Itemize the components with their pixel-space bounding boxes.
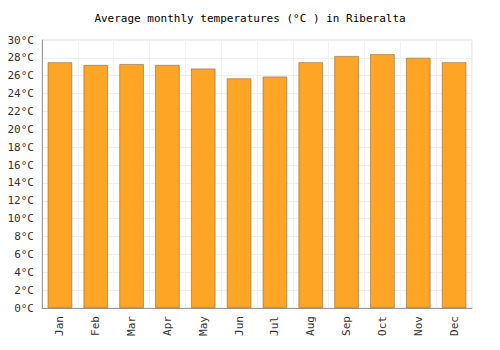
svg-text:Jun: Jun [233,316,246,336]
svg-text:30°C: 30°C [8,34,35,47]
svg-text:18°C: 18°C [8,141,35,154]
svg-text:16°C: 16°C [8,159,35,172]
svg-text:10°C: 10°C [8,212,35,225]
svg-text:6°C: 6°C [14,248,34,261]
svg-text:14°C: 14°C [8,176,35,189]
svg-text:8°C: 8°C [14,230,34,243]
svg-text:Apr: Apr [161,316,174,336]
svg-text:May: May [197,316,210,336]
svg-text:20°C: 20°C [8,123,35,136]
svg-text:Mar: Mar [125,316,138,336]
svg-text:0°C: 0°C [14,302,34,315]
svg-text:24°C: 24°C [8,87,35,100]
svg-text:Aug: Aug [304,316,317,336]
svg-text:Nov: Nov [412,316,425,336]
svg-text:Feb: Feb [89,316,102,336]
svg-text:Jul: Jul [268,316,281,336]
svg-text:28°C: 28°C [8,51,35,64]
svg-text:Average monthly temperatures (: Average monthly temperatures (°C ) in Ri… [94,12,405,25]
svg-text:4°C: 4°C [14,266,34,279]
svg-text:22°C: 22°C [8,105,35,118]
svg-text:Dec: Dec [448,316,461,336]
svg-text:26°C: 26°C [8,69,35,82]
svg-text:2°C: 2°C [14,284,34,297]
svg-text:Oct: Oct [376,316,389,336]
svg-text:Jan: Jan [53,316,66,336]
svg-text:Sep: Sep [340,316,353,336]
svg-text:12°C: 12°C [8,194,35,207]
